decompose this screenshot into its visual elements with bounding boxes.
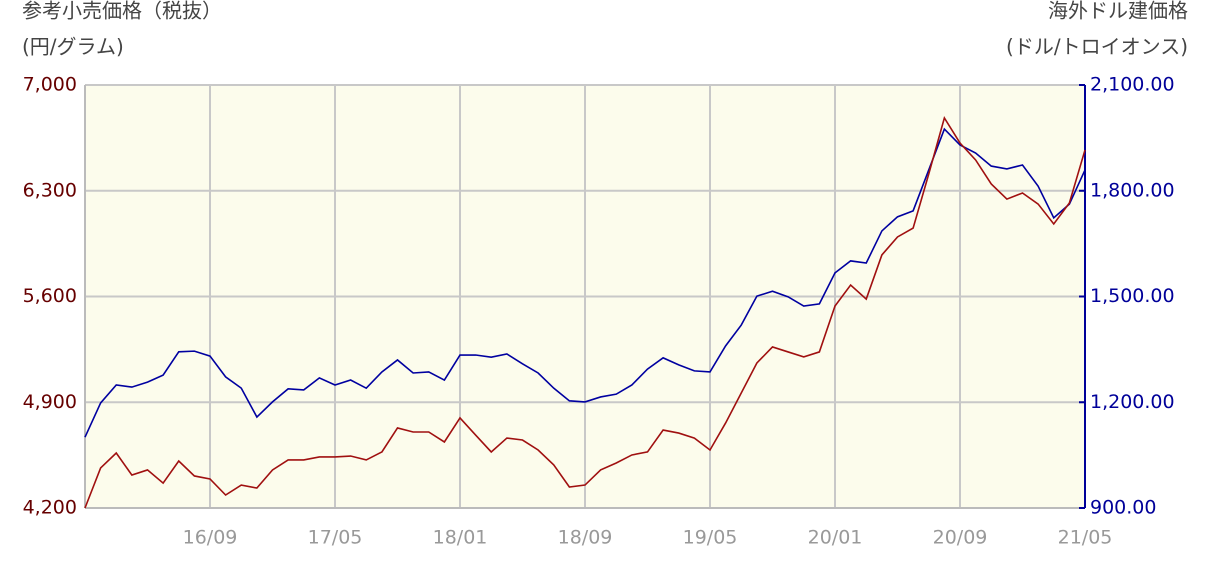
line-series [84,115,1086,509]
y2-tick-label: 1,200.00 [1090,391,1175,413]
x-tick-label: 17/05 [308,527,363,549]
line-series [84,127,1086,438]
y2-tick-label: 900.00 [1090,497,1156,519]
y-tick-label: 5,600 [23,285,77,307]
x-tick-label: 18/01 [433,527,488,549]
y-axis-title: 参考小売価格（税抜） [22,0,222,23]
x-tick-label: 21/05 [1058,527,1113,549]
y2-tick-label: 1,800.00 [1090,179,1175,201]
x-tick-label: 16/09 [183,527,238,549]
x-tick-label: 20/09 [933,527,988,549]
x-tick-label: 18/09 [558,527,613,549]
y-tick-label: 4,900 [23,391,77,413]
y2-axis-title: 海外ドル建価格 [1048,0,1188,23]
x-tick-label: 19/05 [683,527,738,549]
y-tick-label: 7,000 [23,74,77,96]
y-axis-unit: (円/グラム) [22,35,124,59]
y2-tick-label: 1,500.00 [1090,285,1175,307]
y-tick-label: 6,300 [23,179,77,201]
x-tick-label: 20/01 [808,527,863,549]
y2-tick-label: 2,100.00 [1090,74,1175,96]
y2-axis-unit: (ドル/トロイオンス) [1006,35,1188,59]
y-tick-label: 4,200 [23,497,77,519]
